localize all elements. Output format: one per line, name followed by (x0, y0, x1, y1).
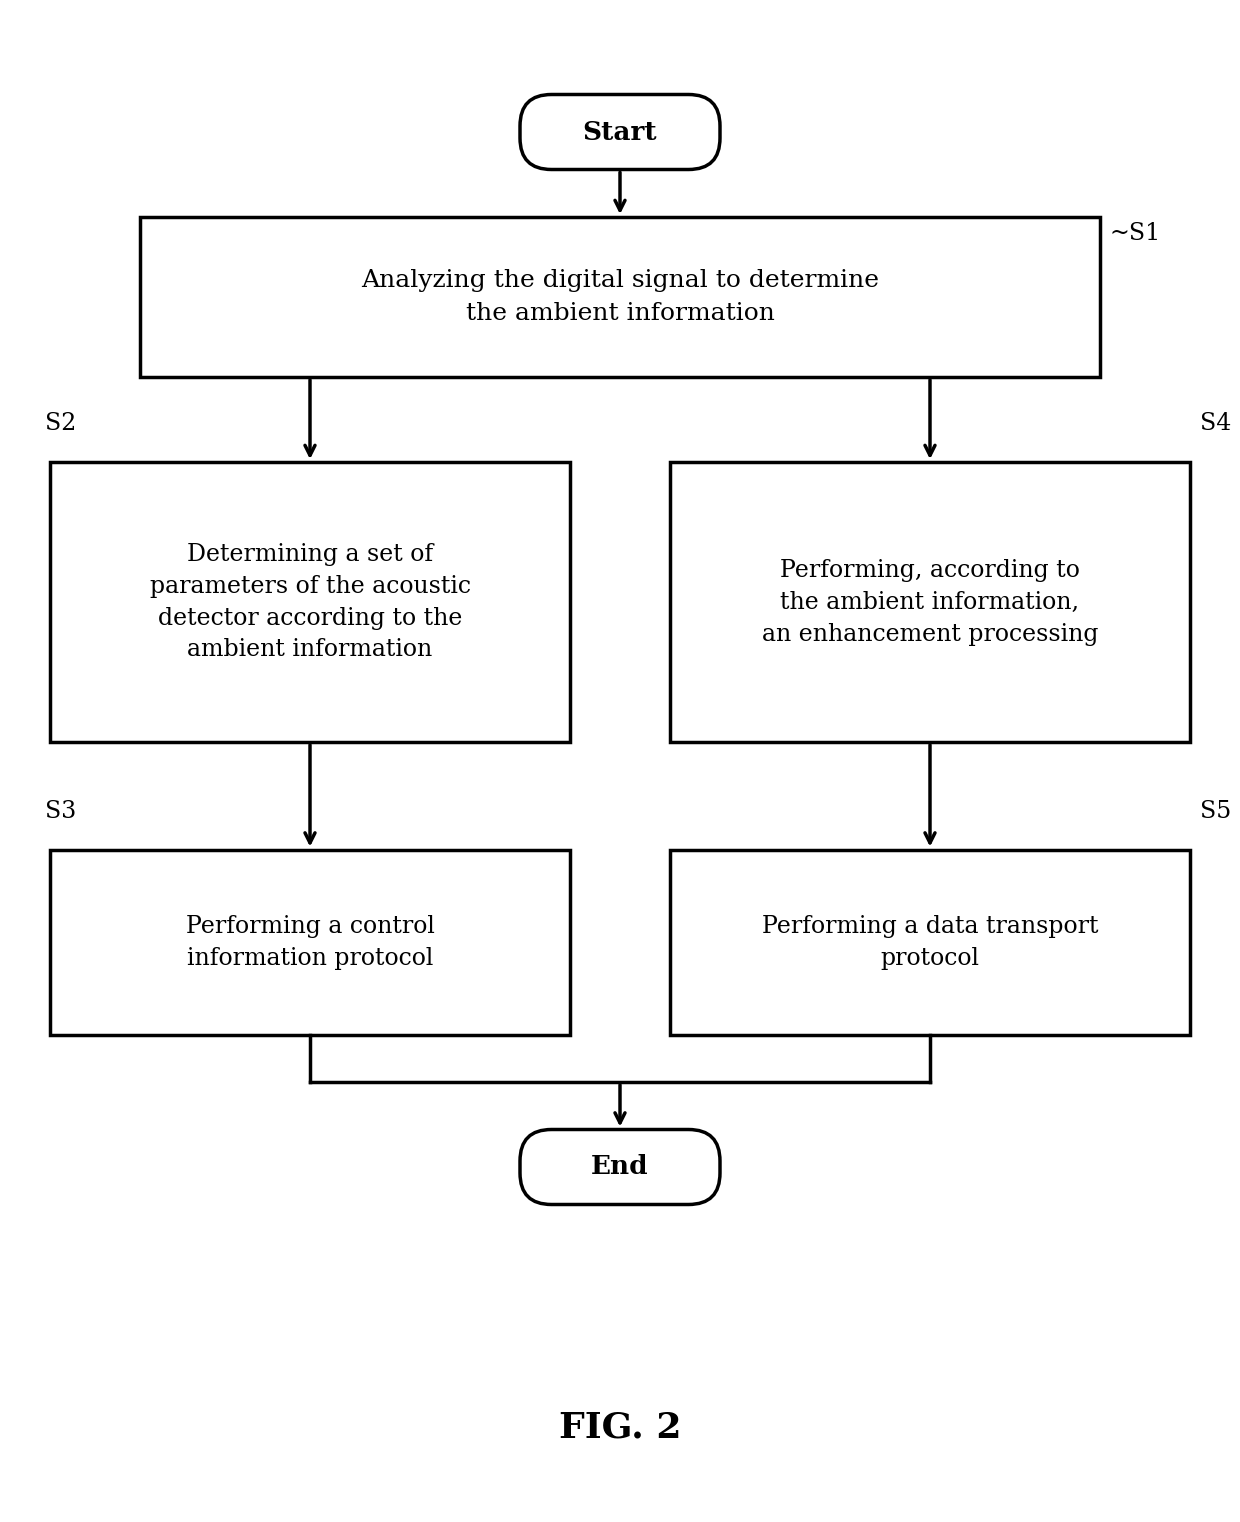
Text: S2: S2 (45, 412, 77, 435)
Bar (670, 463, 1190, 743)
Bar (50, 463, 570, 743)
Text: Determining a set of
parameters of the acoustic
detector according to the
ambien: Determining a set of parameters of the a… (150, 542, 470, 662)
Text: Start: Start (583, 120, 657, 145)
Text: Performing a control
information protocol: Performing a control information protoco… (186, 915, 434, 970)
Text: S4: S4 (1200, 412, 1231, 435)
Text: S3: S3 (45, 799, 76, 822)
Text: Analyzing the digital signal to determine
the ambient information: Analyzing the digital signal to determin… (361, 269, 879, 324)
FancyBboxPatch shape (520, 1129, 720, 1204)
Text: Performing, according to
the ambient information,
an enhancement processing: Performing, according to the ambient inf… (761, 559, 1099, 645)
Text: Performing a data transport
protocol: Performing a data transport protocol (761, 915, 1099, 970)
Bar (670, 849, 1190, 1035)
Bar (50, 849, 570, 1035)
Text: S5: S5 (1200, 799, 1231, 822)
Bar (140, 218, 1100, 377)
Text: FIG. 2: FIG. 2 (559, 1409, 681, 1444)
Text: End: End (591, 1155, 649, 1180)
FancyBboxPatch shape (520, 94, 720, 169)
Text: ~S1: ~S1 (1110, 222, 1161, 245)
